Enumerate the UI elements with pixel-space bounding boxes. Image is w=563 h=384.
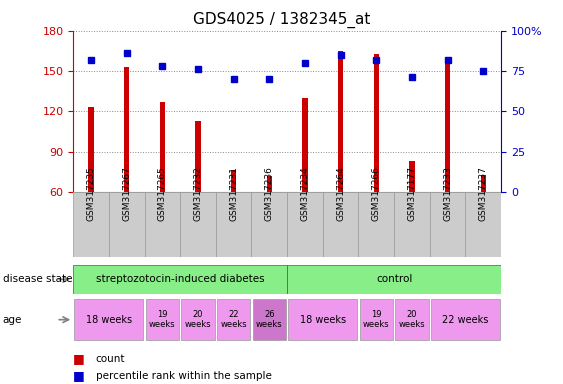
Text: control: control: [376, 274, 412, 285]
Text: 19
weeks: 19 weeks: [363, 310, 390, 329]
Text: 22
weeks: 22 weeks: [220, 310, 247, 329]
Bar: [217, 299, 251, 341]
Bar: [445, 64, 450, 192]
Bar: [359, 192, 394, 257]
Bar: [430, 192, 466, 257]
Bar: [181, 299, 215, 341]
Bar: [160, 102, 165, 192]
Text: GSM317235: GSM317235: [87, 167, 96, 221]
Bar: [338, 51, 343, 192]
Text: GSM317264: GSM317264: [336, 167, 345, 221]
Bar: [74, 299, 144, 341]
Text: streptozotocin-induced diabetes: streptozotocin-induced diabetes: [96, 274, 265, 285]
Bar: [109, 192, 145, 257]
Bar: [252, 192, 287, 257]
Bar: [287, 192, 323, 257]
Bar: [287, 265, 501, 294]
Bar: [374, 53, 379, 192]
Text: count: count: [96, 354, 125, 364]
Bar: [267, 176, 272, 192]
Bar: [216, 192, 252, 257]
Text: GSM317236: GSM317236: [265, 167, 274, 221]
Text: 19
weeks: 19 weeks: [149, 310, 176, 329]
Bar: [360, 299, 393, 341]
Bar: [323, 192, 359, 257]
Text: GSM317267: GSM317267: [122, 167, 131, 221]
Text: GDS4025 / 1382345_at: GDS4025 / 1382345_at: [193, 12, 370, 28]
Text: ■: ■: [73, 369, 85, 382]
Text: disease state: disease state: [3, 274, 72, 285]
Text: 20
weeks: 20 weeks: [185, 310, 211, 329]
Bar: [288, 299, 358, 341]
Text: age: age: [3, 314, 22, 325]
Text: GSM317233: GSM317233: [443, 167, 452, 221]
Text: GSM317266: GSM317266: [372, 167, 381, 221]
Bar: [180, 192, 216, 257]
Text: GSM317177: GSM317177: [408, 166, 417, 221]
Bar: [409, 161, 414, 192]
Bar: [73, 265, 287, 294]
Text: 18 weeks: 18 weeks: [300, 314, 346, 325]
Text: GSM317265: GSM317265: [158, 167, 167, 221]
Text: 22 weeks: 22 weeks: [442, 314, 489, 325]
Text: GSM317234: GSM317234: [301, 167, 310, 221]
Bar: [395, 299, 428, 341]
Bar: [146, 299, 179, 341]
Bar: [394, 192, 430, 257]
Bar: [231, 170, 236, 192]
Text: percentile rank within the sample: percentile rank within the sample: [96, 371, 271, 381]
Bar: [88, 107, 93, 192]
Bar: [481, 174, 486, 192]
Bar: [431, 299, 500, 341]
Text: GSM317237: GSM317237: [479, 167, 488, 221]
Text: 20
weeks: 20 weeks: [399, 310, 425, 329]
Text: 18 weeks: 18 weeks: [86, 314, 132, 325]
Text: 26
weeks: 26 weeks: [256, 310, 283, 329]
Bar: [195, 121, 200, 192]
Bar: [466, 192, 501, 257]
Bar: [73, 192, 109, 257]
Text: GSM317231: GSM317231: [229, 167, 238, 221]
Text: ■: ■: [73, 353, 85, 366]
Bar: [253, 299, 286, 341]
Text: GSM317232: GSM317232: [194, 167, 203, 221]
Bar: [302, 98, 307, 192]
Bar: [145, 192, 180, 257]
Bar: [124, 67, 129, 192]
